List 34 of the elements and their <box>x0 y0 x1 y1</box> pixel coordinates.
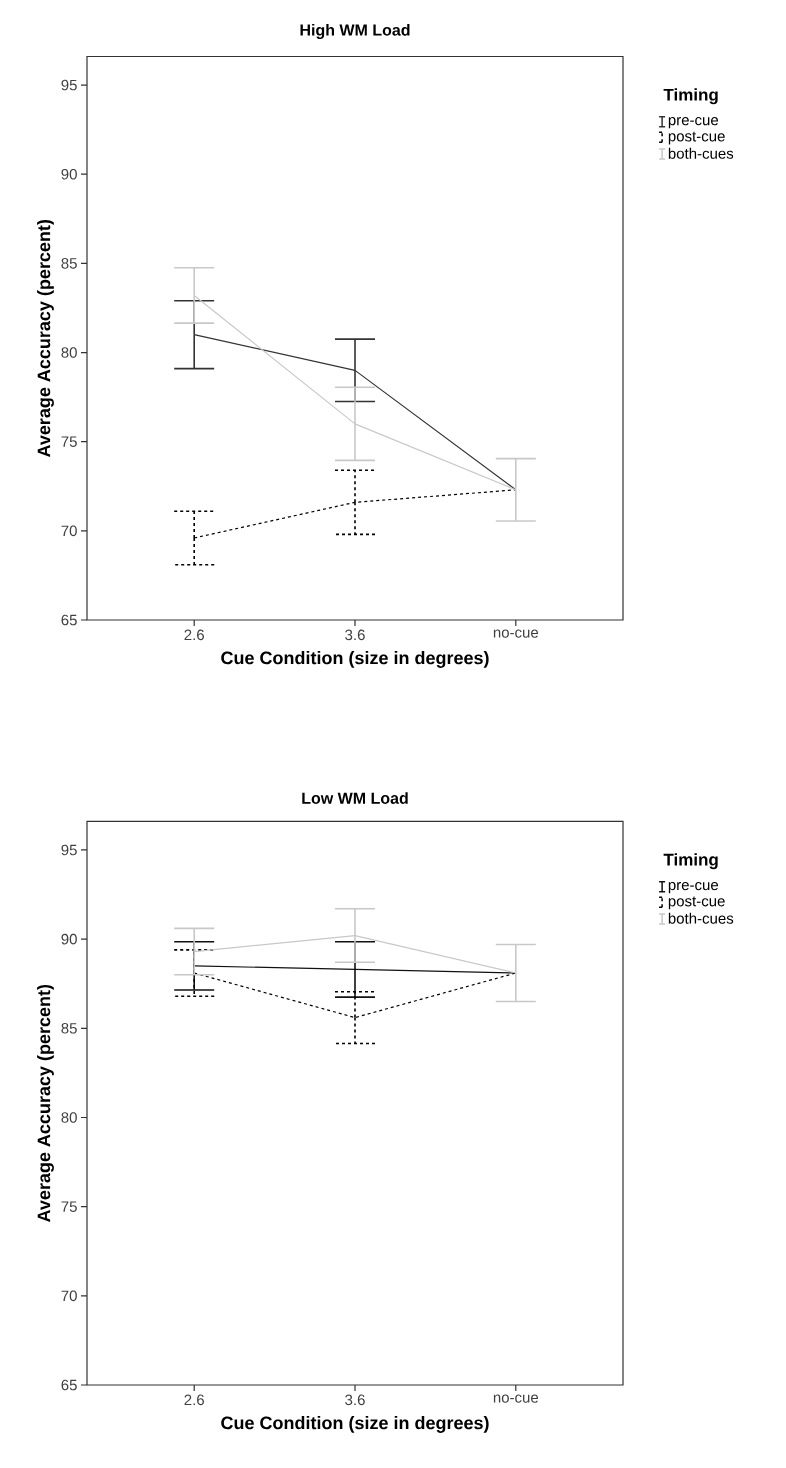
y-tick-label: 90 <box>61 933 77 945</box>
x-tick-label: 2.6 <box>184 629 204 641</box>
y-tick-label: 90 <box>61 168 77 180</box>
legend-label: pre-cue <box>668 881 719 894</box>
y-tick-label: 70 <box>61 1290 77 1302</box>
y-tick-label: 65 <box>61 614 77 626</box>
x-tick-label: 2.6 <box>184 1394 204 1406</box>
chart-title: High WM Load <box>300 24 410 39</box>
y-tick-label: 65 <box>61 1379 77 1391</box>
y-tick-label: 85 <box>61 258 77 269</box>
x-tick-label: 3.6 <box>345 1394 365 1406</box>
x-tick-label: no-cue <box>493 629 539 638</box>
x-axis-title: Cue Condition (size in degrees) <box>221 1416 489 1433</box>
legend-title: Timing <box>663 853 718 870</box>
y-tick-label: 70 <box>61 525 77 537</box>
y-axis-title: Average Accuracy (percent) <box>37 984 54 1222</box>
y-axis-title: Average Accuracy (percent) <box>37 219 54 458</box>
chart-title: Low WM Load <box>302 792 408 804</box>
legend-title: Timing <box>663 88 718 105</box>
y-tick-label: 95 <box>61 79 77 91</box>
y-tick-label: 80 <box>61 1112 77 1123</box>
y-tick-label: 75 <box>61 436 77 447</box>
y-tick-label: 85 <box>61 1022 77 1034</box>
x-tick-label: 3.6 <box>345 629 365 641</box>
legend-label: both-cues <box>668 912 734 924</box>
legend-label: both-cues <box>668 147 734 159</box>
legend-label: post-cue <box>668 131 725 145</box>
legend-label: post-cue <box>668 896 725 910</box>
y-tick-label: 80 <box>61 347 77 358</box>
y-tick-label: 95 <box>61 844 77 856</box>
legend-label: pre-cue <box>668 117 719 129</box>
x-tick-label: no-cue <box>493 1394 539 1403</box>
x-axis-title: Cue Condition (size in degrees) <box>221 651 489 668</box>
y-tick-label: 75 <box>61 1201 77 1212</box>
